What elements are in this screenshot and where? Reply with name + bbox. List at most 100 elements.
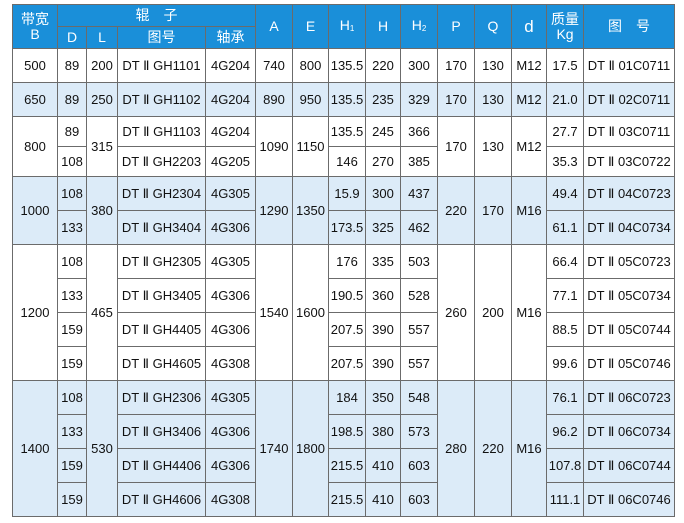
header-d-bolt: d <box>511 4 547 49</box>
table-row: 133 DT Ⅱ GH3404 4G306 173.5 325 462 61.1 DT Ⅱ 0… <box>13 210 675 245</box>
cell-mass: 96.2 <box>546 414 584 449</box>
cell-drawing-no: DT Ⅱ 04C0723 <box>583 176 675 211</box>
cell-drawing-no: DT Ⅱ 03C0711 <box>583 116 675 147</box>
header-belt-width-symbol: B <box>30 25 40 42</box>
table-row: 1000 108 380 DT Ⅱ GH2304 4G305 1290 1350 15.9 30… <box>12 176 675 245</box>
table-row: 800 89 315 DT Ⅱ GH1103 4G204 1090 1150 135.5 245… <box>12 116 675 177</box>
cell-roller-drawing: DT Ⅱ GH4406 <box>117 448 206 483</box>
cell-h: 410 <box>365 482 401 517</box>
cell-h1: 215.5 <box>328 482 366 517</box>
cell-roller-drawing: DT Ⅱ GH2203 <box>117 146 206 177</box>
cell-h1: 184 <box>328 380 366 415</box>
cell-h: 390 <box>365 346 401 381</box>
cell-l: 200 <box>86 48 118 83</box>
header-h2: H2 <box>400 4 438 49</box>
cell-roller-drawing: DT Ⅱ GH2304 <box>117 176 206 211</box>
cell-e: 1800 <box>292 380 329 517</box>
table-body: 500 89 200 DT Ⅱ GH1101 4G204 740 800 135.5 220 30… <box>12 48 675 517</box>
cell-h2: 366 <box>400 116 438 147</box>
cell-bearing: 4G306 <box>205 312 256 347</box>
cell-q: 170 <box>474 176 512 245</box>
cell-mass: 49.4 <box>546 176 584 211</box>
cell-h1: 198.5 <box>328 414 366 449</box>
cell-e: 1600 <box>292 244 329 381</box>
cell-l: 530 <box>86 380 118 517</box>
cell-drawing-no: DT Ⅱ 03C0722 <box>583 146 675 177</box>
cell-mass: 76.1 <box>546 380 584 415</box>
header-h: H <box>365 4 401 49</box>
cell-roller-drawing: DT Ⅱ GH1103 <box>117 116 206 147</box>
cell-h2: 548 <box>400 380 438 415</box>
table-row: 500 89 200 DT Ⅱ GH1101 4G204 740 800 135.5 220 30… <box>12 48 675 83</box>
cell-d: 159 <box>57 346 87 381</box>
cell-bolt: M16 <box>511 176 547 245</box>
cell-belt-width: 800 <box>12 116 58 177</box>
table-row: 1200 108 465 DT Ⅱ GH2305 4G305 1540 1600 176 335… <box>12 244 675 381</box>
cell-h1: 190.5 <box>328 278 366 313</box>
header-h1-sub: 1 <box>349 23 355 33</box>
cell-h1: 135.5 <box>328 48 366 83</box>
cell-belt-width: 650 <box>12 82 58 117</box>
cell-roller-drawing: DT Ⅱ GH3406 <box>117 414 206 449</box>
header-bearing: 轴承 <box>205 26 256 49</box>
cell-drawing-no: DT Ⅱ 05C0746 <box>583 346 675 381</box>
cell-drawing-no: DT Ⅱ 06C0734 <box>583 414 675 449</box>
table-row: 133 DT Ⅱ GH3406 4G306 198.5 380 573 96.2 DT Ⅱ 0… <box>13 414 675 449</box>
cell-d: 133 <box>57 278 87 313</box>
table-row: 1400 108 530 DT Ⅱ GH2306 4G305 1740 1800 184 350… <box>12 380 675 517</box>
cell-h: 270 <box>365 146 401 177</box>
cell-h: 325 <box>365 210 401 245</box>
cell-bolt: M12 <box>511 116 547 177</box>
cell-bolt: M12 <box>511 82 547 117</box>
header-h2-label: H <box>411 16 422 33</box>
cell-h1: 215.5 <box>328 448 366 483</box>
cell-h2: 528 <box>400 278 438 313</box>
header-mass: 质量 Kg <box>546 4 584 49</box>
cell-belt-width: 1000 <box>12 176 58 245</box>
cell-q: 130 <box>474 82 512 117</box>
cell-h2: 329 <box>400 82 438 117</box>
cell-d: 159 <box>57 482 87 517</box>
cell-e: 950 <box>292 82 329 117</box>
cell-h: 220 <box>365 48 401 83</box>
cell-h: 235 <box>365 82 401 117</box>
cell-h: 300 <box>365 176 401 211</box>
cell-bearing: 4G306 <box>205 278 256 313</box>
cell-h: 390 <box>365 312 401 347</box>
header-belt-width: 带宽 B <box>12 4 58 49</box>
table-row: 159 DT Ⅱ GH4605 4G308 207.5 390 557 99.6 DT Ⅱ 0… <box>13 346 675 381</box>
cell-belt-width: 500 <box>12 48 58 83</box>
cell-h2: 462 <box>400 210 438 245</box>
cell-l: 380 <box>86 176 118 245</box>
cell-bearing: 4G308 <box>205 482 256 517</box>
cell-l: 250 <box>86 82 118 117</box>
cell-a: 890 <box>255 82 293 117</box>
table-row: 650 89 250 DT Ⅱ GH1102 4G204 890 950 135.5 235 32… <box>12 82 675 117</box>
cell-belt-width: 1200 <box>12 244 58 381</box>
header-e: E <box>292 4 329 49</box>
header-mass-unit: Kg <box>556 25 574 42</box>
cell-drawing-no: DT Ⅱ 04C0734 <box>583 210 675 245</box>
cell-mass: 21.0 <box>546 82 584 117</box>
cell-h2: 503 <box>400 244 438 279</box>
cell-d: 108 <box>57 146 87 177</box>
cell-h2: 557 <box>400 312 438 347</box>
cell-mass: 66.4 <box>546 244 584 279</box>
cell-h2: 603 <box>400 482 438 517</box>
header-q: Q <box>474 4 512 49</box>
header-p: P <box>437 4 475 49</box>
cell-d: 108 <box>57 244 87 279</box>
cell-bearing: 4G204 <box>205 116 256 147</box>
cell-mass: 111.1 <box>546 482 584 517</box>
table-row: 159 DT Ⅱ GH4606 4G308 215.5 410 603 111.1 DT Ⅱ … <box>13 482 675 517</box>
cell-q: 200 <box>474 244 512 381</box>
cell-bearing: 4G306 <box>205 414 256 449</box>
cell-h2: 557 <box>400 346 438 381</box>
cell-bearing: 4G305 <box>205 176 256 211</box>
cell-h: 335 <box>365 244 401 279</box>
cell-mass: 99.6 <box>546 346 584 381</box>
cell-d: 133 <box>57 414 87 449</box>
cell-drawing-no: DT Ⅱ 06C0723 <box>583 380 675 415</box>
cell-p: 170 <box>437 116 475 177</box>
cell-d: 89 <box>57 48 87 83</box>
